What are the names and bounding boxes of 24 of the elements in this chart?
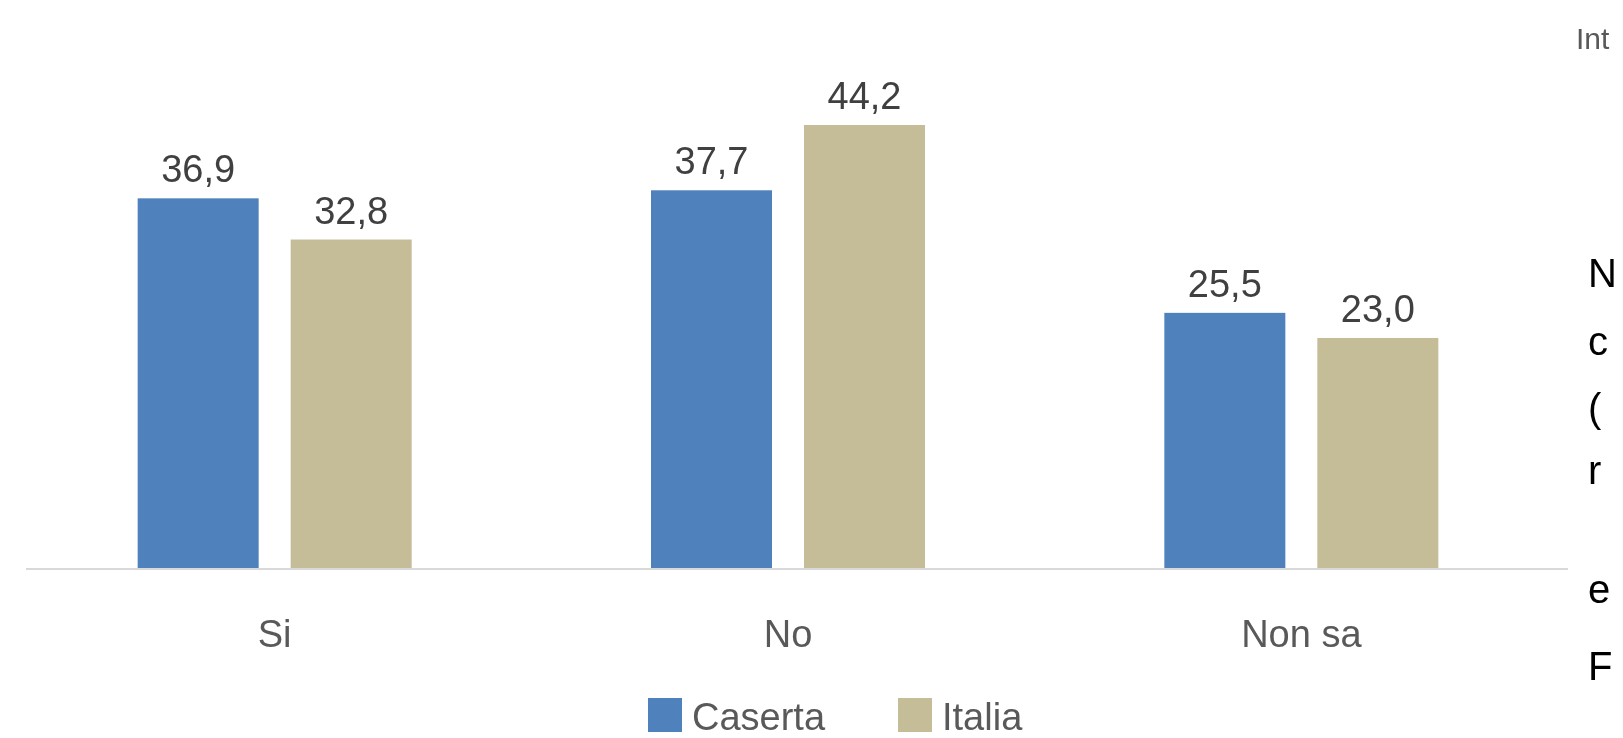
text: F (1588, 644, 1613, 688)
data-label: 37,7 (674, 140, 749, 183)
data-label: 44,2 (827, 75, 902, 117)
data-label: 25,5 (1187, 262, 1262, 305)
bar (804, 125, 925, 569)
data-label: 36,9 (161, 148, 236, 191)
bar (137, 198, 259, 569)
text: ( (1588, 386, 1602, 430)
x-tick-label: Si (257, 613, 292, 655)
text: r (1588, 448, 1602, 492)
x-tick-label: Non sa (1241, 613, 1363, 655)
x-tick-label: No (763, 613, 813, 655)
text: c (1588, 319, 1608, 363)
data-label: 23,0 (1340, 287, 1415, 330)
data-label: 32,8 (314, 189, 389, 232)
text: Int (1576, 22, 1611, 55)
text: e (1588, 567, 1611, 611)
legend-label: Italia (942, 696, 1024, 738)
bar (290, 239, 412, 569)
bar (651, 190, 772, 569)
text: N (1588, 251, 1617, 295)
bar (1164, 312, 1286, 569)
bar (1317, 337, 1439, 569)
legend-label: Caserta (692, 696, 826, 738)
